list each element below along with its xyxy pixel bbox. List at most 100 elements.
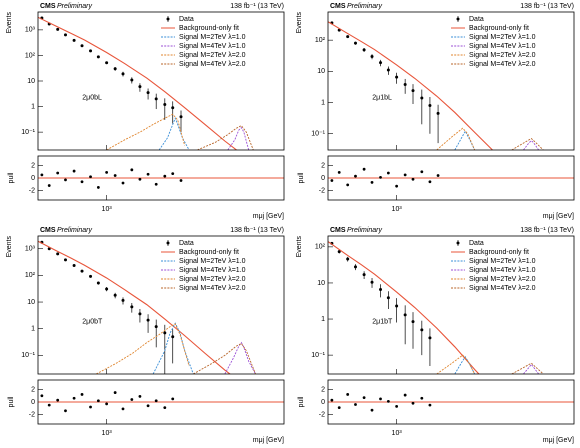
- data-point: [138, 312, 142, 316]
- signal-line: [193, 342, 256, 374]
- data-point: [362, 273, 366, 277]
- data-point: [72, 263, 76, 267]
- data-point: [362, 48, 366, 52]
- pull-point: [130, 398, 134, 401]
- pull-point: [138, 177, 142, 181]
- y-axis-label: Events: [296, 12, 303, 34]
- data-point: [154, 325, 158, 329]
- data-point: [89, 274, 93, 278]
- pull-point: [163, 406, 167, 410]
- pull-tick-label: -2: [29, 411, 35, 418]
- legend-label: Signal M=2TeV λ=2.0: [469, 276, 536, 283]
- pull-tick-label: 0: [31, 175, 35, 182]
- x-tick-label: 10³: [102, 430, 113, 437]
- lumi: 138 fb⁻¹ (13 TeV): [520, 3, 574, 10]
- signal-line: [454, 355, 476, 374]
- data-point: [428, 336, 432, 340]
- data-point: [171, 106, 175, 110]
- data-point: [146, 318, 150, 322]
- category-label: 2μ1bL: [372, 94, 392, 101]
- y-tick-label: 10⁻¹: [21, 129, 35, 136]
- experiment: CMS: [330, 3, 346, 10]
- x-axis-label: mμj [GeV]: [543, 437, 574, 444]
- signal-line: [224, 341, 256, 374]
- signal-line: [511, 362, 544, 374]
- signal-line: [436, 127, 476, 150]
- pull-point: [47, 184, 51, 187]
- pull-point: [154, 399, 158, 403]
- status: Preliminary: [57, 3, 93, 10]
- data-point: [411, 320, 415, 324]
- pull-point: [330, 179, 334, 182]
- y-tick-label: 10: [317, 280, 325, 287]
- pull-point: [163, 174, 167, 178]
- plot-area: [38, 240, 256, 374]
- y-tick-label: 10³: [25, 246, 36, 253]
- data-point: [105, 287, 109, 291]
- pull-point: [362, 167, 366, 171]
- signal-line: [511, 137, 544, 150]
- data-point: [370, 54, 374, 58]
- status: Preliminary: [57, 227, 93, 234]
- status: Preliminary: [347, 227, 383, 234]
- data-point: [411, 89, 415, 93]
- legend-label: Signal M=4TeV λ=1.0: [469, 43, 536, 50]
- data-point: [105, 61, 109, 65]
- main-frame: [327, 235, 575, 375]
- data-point: [96, 281, 100, 285]
- pull-frame: [37, 379, 285, 425]
- pull-point: [96, 399, 100, 403]
- data-point: [353, 265, 357, 269]
- pull-point: [89, 405, 92, 409]
- pull-point: [146, 404, 150, 408]
- pull-point: [386, 399, 390, 403]
- pull-point: [395, 405, 399, 408]
- data-point: [395, 75, 399, 79]
- pull-point: [420, 396, 424, 400]
- pull-frame: [327, 379, 575, 425]
- y-tick-label: 10⁻¹: [311, 131, 325, 138]
- legend-label: Data: [179, 240, 194, 247]
- data-point: [96, 55, 100, 59]
- data-point: [130, 78, 134, 82]
- lumi: 138 fb⁻¹ (13 TeV): [230, 227, 284, 234]
- fit-line: [328, 241, 480, 374]
- data-point: [346, 35, 350, 39]
- pull-point: [411, 401, 415, 405]
- status: Preliminary: [347, 3, 383, 10]
- pull-point: [154, 182, 158, 186]
- pull-tick-label: -2: [29, 187, 35, 194]
- lumi: 138 fb⁻¹ (13 TeV): [520, 227, 574, 234]
- data-point: [63, 33, 67, 37]
- pull-point: [346, 393, 350, 396]
- data-point: [89, 49, 93, 53]
- data-point: [436, 111, 440, 115]
- data-point: [80, 44, 84, 48]
- pull-point: [171, 397, 175, 401]
- data-point: [121, 72, 125, 76]
- pull-point: [337, 170, 341, 174]
- x-axis-label: mμj [GeV]: [543, 213, 574, 220]
- signal-line: [95, 323, 190, 374]
- data-point: [395, 304, 399, 308]
- pull-point: [171, 172, 175, 176]
- x-axis-label: mμj [GeV]: [253, 437, 284, 444]
- pull-point: [395, 184, 399, 188]
- signal-line: [158, 117, 190, 150]
- y-axis-label: Events: [6, 12, 13, 34]
- legend-label: Signal M=2TeV λ=1.0: [179, 258, 246, 265]
- pull-point: [64, 178, 67, 182]
- category-label: 2μ0bT: [82, 318, 103, 325]
- pull-point: [146, 172, 150, 176]
- pull-tick-label: 0: [321, 399, 325, 406]
- category-label: 2μ0bL: [82, 94, 102, 101]
- pull-point: [80, 180, 84, 184]
- pull-point: [370, 408, 374, 412]
- legend-label: Signal M=4TeV λ=2.0: [179, 285, 246, 292]
- pull-point: [96, 186, 100, 189]
- pull-point: [436, 174, 440, 177]
- data-point: [163, 103, 167, 107]
- pull-point: [113, 391, 117, 394]
- y-tick-label: 10²: [315, 37, 326, 44]
